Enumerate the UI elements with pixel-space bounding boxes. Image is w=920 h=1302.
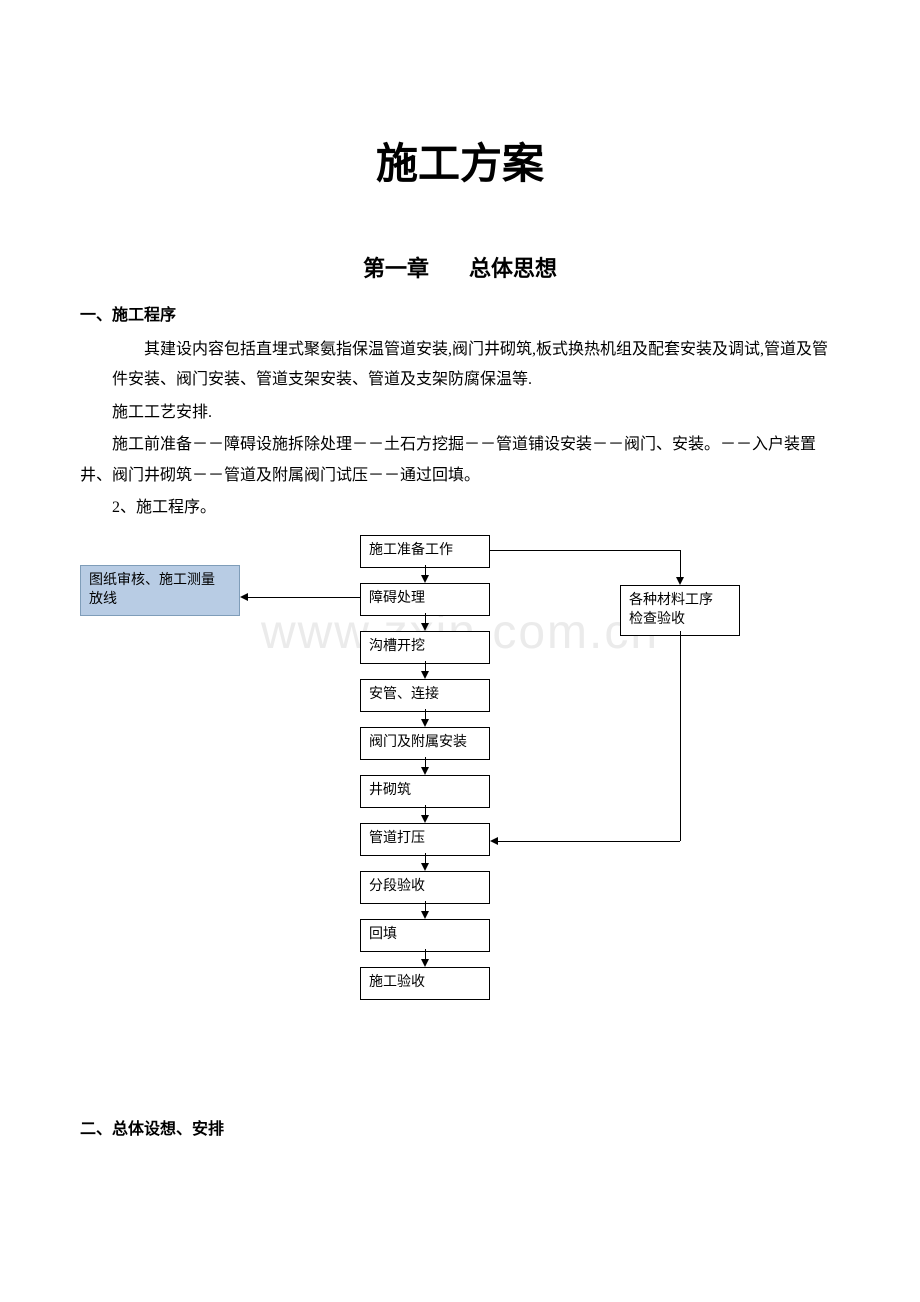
doc-title: 施工方案: [80, 130, 840, 191]
para-2: 施工工艺安排.: [80, 398, 840, 428]
conn-5-6: [425, 757, 426, 767]
flow-right-line1: 各种材料工序: [629, 592, 731, 610]
ah-7-8: [421, 863, 429, 871]
ah-9-10: [421, 959, 429, 967]
line-top-v: [680, 550, 681, 578]
flow-step-1: 施工准备工作: [360, 535, 490, 567]
para-1: 其建设内容包括直埋式聚氨指保温管道安装,阀门井砌筑,板式换热机组及配套安装及调试…: [80, 335, 840, 396]
flow-node-right: 各种材料工序 检查验收: [620, 585, 740, 635]
arrowhead-right-down-icon: [676, 577, 684, 585]
flow-step-7: 管道打压: [360, 823, 490, 855]
conn-9-10: [425, 949, 426, 959]
ah-6-7: [421, 815, 429, 823]
flow-left-line2: 放线: [89, 591, 231, 609]
para-4: 2、施工程序。: [80, 493, 840, 523]
flow-step-9: 回填: [360, 919, 490, 951]
ah-3-4: [421, 671, 429, 679]
flow-node-left: 图纸审核、施工测量 放线: [80, 565, 240, 615]
ah-4-5: [421, 719, 429, 727]
conn-6-7: [425, 805, 426, 815]
flow-step-8: 分段验收: [360, 871, 490, 903]
ah-8-9: [421, 911, 429, 919]
arrowhead-feedback-icon: [490, 837, 498, 845]
conn-1-2: [425, 565, 426, 575]
chapter-number: 第一章: [363, 256, 429, 281]
ah-1-2: [421, 575, 429, 583]
flow-right-line2: 检查验收: [629, 611, 731, 629]
flow-step-4: 安管、连接: [360, 679, 490, 711]
line-feedback-v: [680, 631, 681, 841]
line-top-h: [490, 550, 680, 551]
flow-step-2: 障碍处理: [360, 583, 490, 615]
conn-2-3: [425, 613, 426, 623]
chapter-heading: 第一章 总体思想: [80, 251, 840, 283]
arrow-to-left: [248, 597, 360, 598]
ah-2-3: [421, 623, 429, 631]
flow-left-line1: 图纸审核、施工测量: [89, 572, 231, 590]
ah-5-6: [421, 767, 429, 775]
flowchart: 图纸审核、施工测量 放线 各种材料工序 检查验收 施工准备工作 障碍处理 沟槽开…: [80, 535, 840, 1045]
flow-step-3: 沟槽开挖: [360, 631, 490, 663]
conn-4-5: [425, 709, 426, 719]
para-3: 施工前准备－－障碍设施拆除处理－－土石方挖掘－－管道铺设安装－－阀门、安装。－－…: [80, 430, 840, 491]
flow-step-10: 施工验收: [360, 967, 490, 999]
chapter-name: 总体思想: [469, 256, 557, 281]
flow-step-6: 井砌筑: [360, 775, 490, 807]
flow-step-5: 阀门及附属安装: [360, 727, 490, 759]
conn-3-4: [425, 661, 426, 671]
line-feedback-h: [498, 841, 680, 842]
conn-8-9: [425, 901, 426, 911]
section1-heading: 一、施工程序: [80, 301, 840, 325]
page-content: 施工方案 第一章 总体思想 一、施工程序 其建设内容包括直埋式聚氨指保温管道安装,…: [0, 0, 920, 1139]
conn-7-8: [425, 853, 426, 863]
arrowhead-left-icon: [240, 593, 248, 601]
section2-heading: 二、总体设想、安排: [80, 1115, 840, 1139]
